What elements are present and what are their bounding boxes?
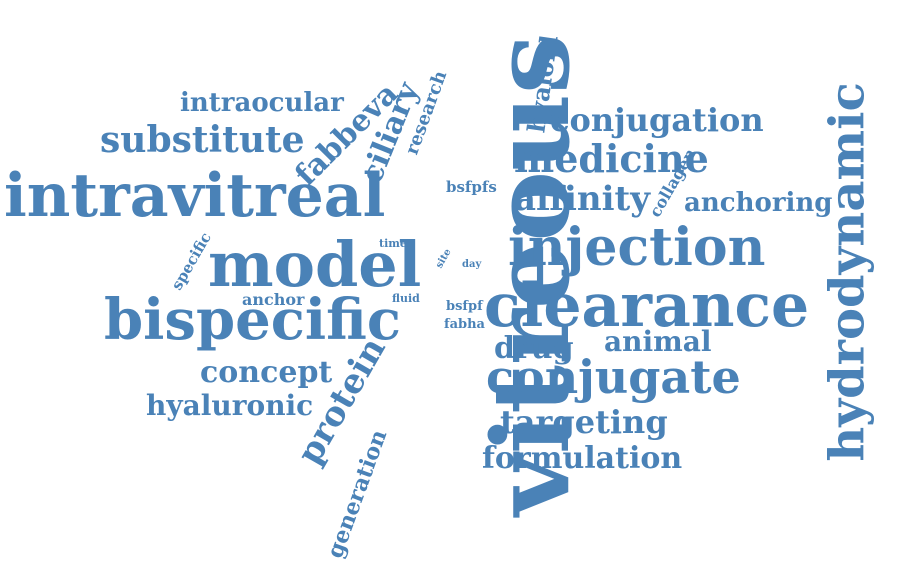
word-targeting: targeting	[500, 403, 668, 441]
word-bsfpfs: bsfpfs	[446, 178, 497, 196]
word-formulation: formulation	[482, 441, 683, 476]
word-bispecific: bispecific	[104, 287, 401, 353]
word-conjugation: conjugation	[550, 101, 764, 139]
word-model: model	[208, 228, 422, 301]
word-day: day	[462, 259, 482, 270]
word-fabha: fabha	[444, 317, 485, 332]
word-affinity: affinity	[514, 179, 650, 219]
word-hydrodynamic: hydrodynamic	[819, 82, 876, 462]
word-anchor: anchor	[242, 290, 305, 309]
word-concept: concept	[200, 355, 333, 390]
word-clearance: clearance	[484, 271, 810, 341]
word-medicine: medicine	[514, 136, 709, 181]
word-drug: drug	[494, 331, 574, 366]
word-site: site	[433, 247, 454, 271]
word-fluid: fluid	[392, 292, 420, 305]
word-conjugate: conjugate	[486, 350, 741, 404]
word-intravitreal: intravitreal	[4, 161, 386, 231]
word-intraocular: intraocular	[180, 88, 344, 118]
word-bsfpf: bsfpf	[446, 299, 483, 314]
word-injection: injection	[508, 217, 766, 278]
word-anchoring: anchoring	[684, 188, 833, 218]
word-substitute: substitute	[100, 119, 305, 161]
word-animal: animal	[604, 325, 712, 358]
word-hyaluronic: hyaluronic	[146, 389, 314, 422]
word-time: time	[379, 237, 407, 250]
